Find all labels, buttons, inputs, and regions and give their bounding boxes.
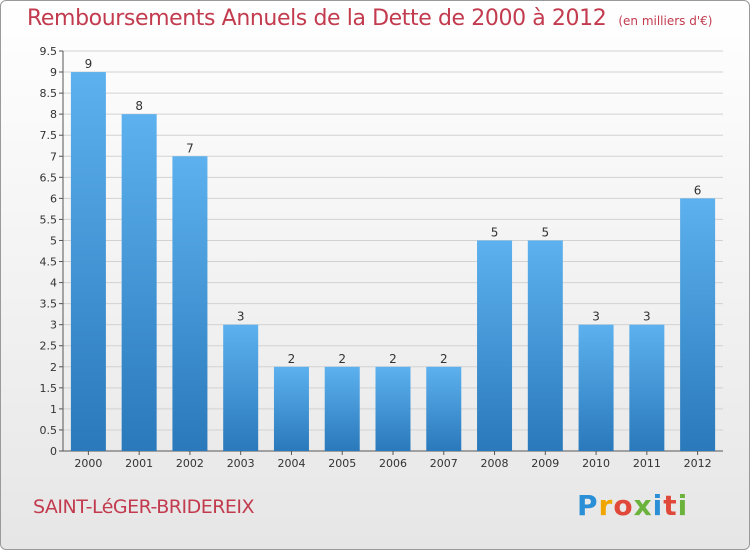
y-tick-label: 1.5	[40, 382, 58, 395]
x-axis-labels: 2000 2001 2002 2003 2004 2005 2006 2007 2008 2009…	[74, 451, 712, 470]
data-label: 3	[643, 310, 651, 324]
logo-letter: P	[577, 489, 599, 522]
x-tick-label: 2008	[481, 457, 509, 470]
commune-name: SAINT-LéGER-BRIDEREIX	[33, 496, 255, 518]
x-tick-label: 2009	[531, 457, 559, 470]
data-label: 2	[440, 352, 448, 366]
bar-2005	[324, 366, 360, 451]
y-tick-label: 4.5	[40, 256, 58, 269]
bar-2011	[629, 324, 665, 451]
x-tick-label: 2011	[633, 457, 661, 470]
data-label: 5	[541, 225, 549, 239]
data-label: 3	[237, 310, 245, 324]
bar-2009	[527, 240, 563, 451]
bars	[70, 72, 716, 451]
y-tick-label: 6.5	[40, 171, 58, 184]
y-tick-label: 7.5	[40, 129, 58, 142]
x-tick-label: 2010	[582, 457, 610, 470]
bar-2001	[121, 114, 157, 451]
data-label: 9	[85, 57, 93, 71]
y-tick-label: 3	[50, 319, 57, 332]
bar-2008	[477, 240, 513, 451]
y-tick-label: 6	[50, 192, 57, 205]
bar-2010	[578, 324, 614, 451]
chart-title: Remboursements Annuels de la Dette de 20…	[27, 6, 712, 31]
logo-letter: i	[652, 489, 664, 522]
x-tick-label: 2004	[277, 457, 305, 470]
data-label: 7	[186, 141, 194, 155]
y-tick-label: 9	[50, 66, 57, 79]
data-labels: 9 8 7 3 2 2 2 2 5 5 3 3 6	[85, 57, 702, 366]
bar-2006	[375, 366, 411, 451]
logo-letter: i	[677, 489, 689, 522]
chart-unit-label: (en milliers d'€)	[618, 14, 713, 28]
y-tick-label: 8	[50, 108, 57, 121]
chart-title-text: Remboursements Annuels de la Dette de 20…	[27, 6, 607, 31]
x-tick-label: 2001	[125, 457, 153, 470]
y-tick-label: 4	[50, 277, 57, 290]
data-label: 8	[135, 99, 143, 113]
x-tick-label: 2002	[176, 457, 204, 470]
x-tick-label: 2006	[379, 457, 407, 470]
data-label: 5	[491, 225, 499, 239]
logo-letter: x	[633, 489, 653, 522]
y-tick-label: 9.5	[40, 45, 58, 58]
y-tick-label: 0	[50, 445, 57, 458]
x-tick-label: 2005	[328, 457, 356, 470]
logo-letter: t	[663, 489, 678, 522]
bar-2002	[172, 156, 208, 451]
data-label: 3	[592, 310, 600, 324]
y-tick-label: 8.5	[40, 87, 58, 100]
logo-letter: o	[613, 489, 634, 522]
bar-2007	[426, 366, 462, 451]
logo-letter: r	[598, 489, 614, 522]
y-tick-label: 5	[50, 234, 57, 247]
y-tick-label: 5.5	[40, 213, 58, 226]
x-tick-label: 2012	[684, 457, 712, 470]
y-tick-label: 2	[50, 361, 57, 374]
data-label: 6	[694, 183, 702, 197]
y-tick-label: 0.5	[40, 424, 58, 437]
y-tick-label: 1	[50, 403, 57, 416]
data-label: 2	[338, 352, 346, 366]
data-label: 2	[288, 352, 296, 366]
bar-2003	[223, 324, 259, 451]
x-tick-label: 2003	[227, 457, 255, 470]
proxiti-logo: Proxiti	[577, 489, 688, 522]
bar-2012	[680, 198, 716, 451]
data-label: 2	[389, 352, 397, 366]
x-tick-label: 2007	[430, 457, 458, 470]
x-tick-label: 2000	[74, 457, 102, 470]
bar-2000	[70, 72, 106, 451]
y-tick-label: 2.5	[40, 340, 58, 353]
bar-2004	[273, 366, 309, 451]
y-tick-label: 3.5	[40, 298, 58, 311]
y-tick-label: 7	[50, 150, 57, 163]
